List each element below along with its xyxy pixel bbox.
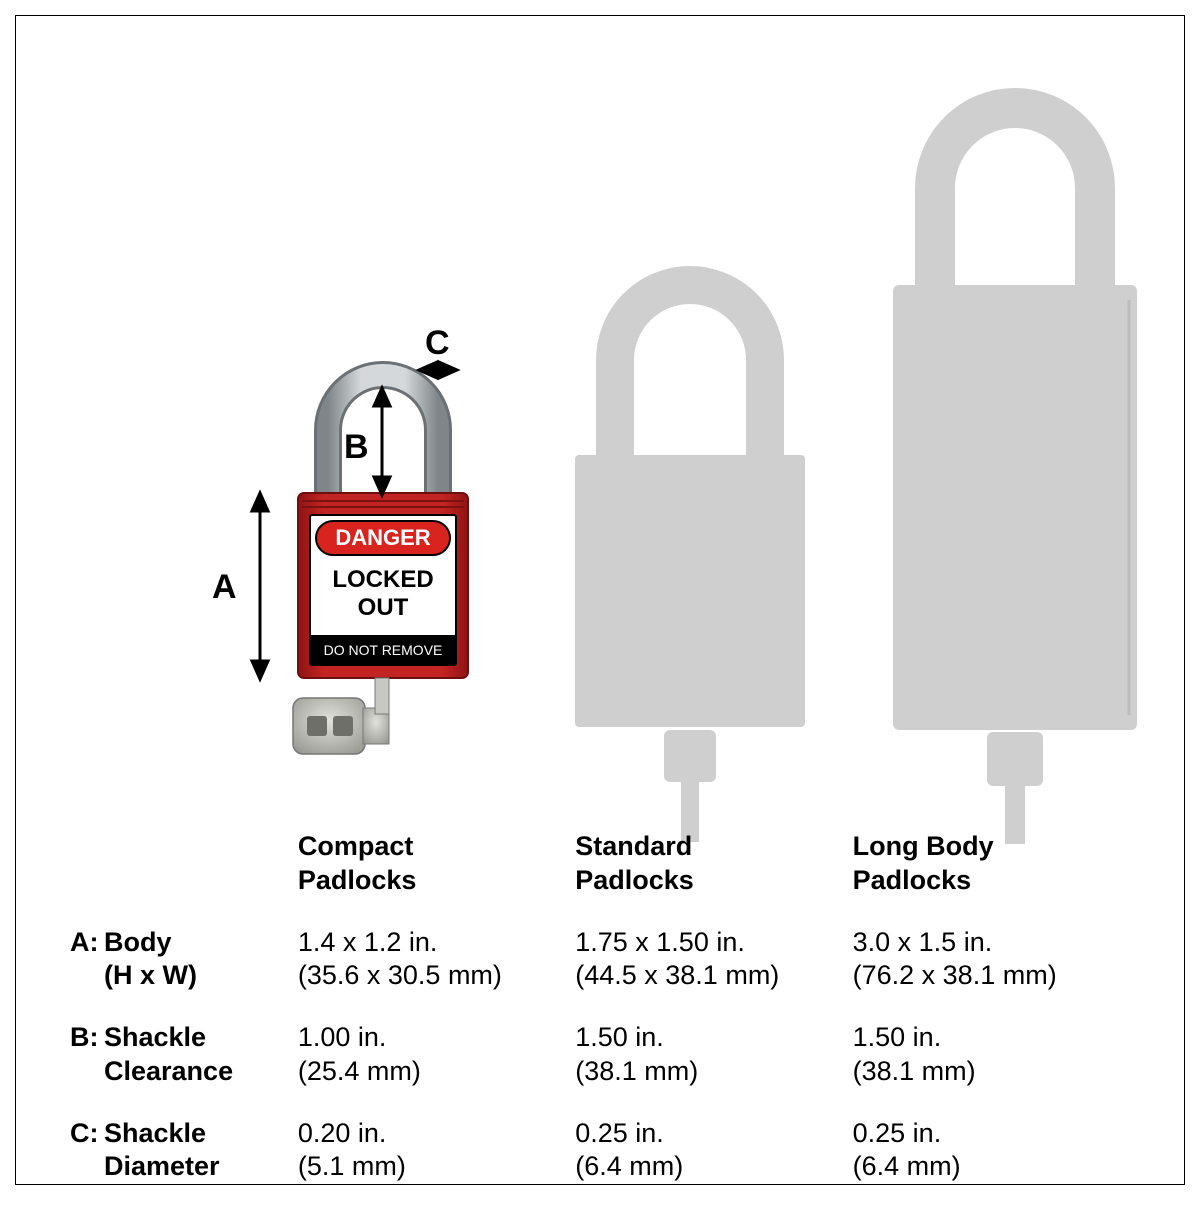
- callout-C: C: [419, 324, 457, 378]
- row-A: A:Body (H x W) 1.4 x 1.2 in.(35.6 x 30.5…: [70, 926, 1130, 994]
- key-icon: [293, 678, 389, 754]
- col-standard-title: Standard Padlocks: [575, 830, 852, 898]
- callout-A: A: [212, 493, 268, 679]
- locked-text-1: LOCKED: [332, 566, 433, 593]
- row-C: C:Shackle Diameter 0.20 in.(5.1 mm) 0.25…: [70, 1117, 1130, 1185]
- svg-text:C: C: [425, 324, 450, 362]
- col-longbody-title: Long Body Padlocks: [853, 830, 1130, 898]
- svg-text:A: A: [212, 568, 237, 606]
- illustration-area: DANGER LOCKED OUT DO NOT REMOVE A: [0, 0, 1200, 850]
- spec-table: Compact Padlocks Standard Padlocks Long …: [70, 830, 1130, 1212]
- locked-text-2: OUT: [358, 594, 409, 621]
- col-compact-title: Compact Padlocks: [298, 830, 575, 898]
- standard-padlock-silhouette: [575, 285, 805, 842]
- longbody-padlock-silhouette: [893, 108, 1137, 844]
- do-not-remove-text: DO NOT REMOVE: [324, 642, 443, 658]
- danger-text: DANGER: [335, 525, 430, 550]
- svg-text:B: B: [344, 428, 369, 466]
- row-B: B:Shackle Clearance 1.00 in.(25.4 mm) 1.…: [70, 1021, 1130, 1089]
